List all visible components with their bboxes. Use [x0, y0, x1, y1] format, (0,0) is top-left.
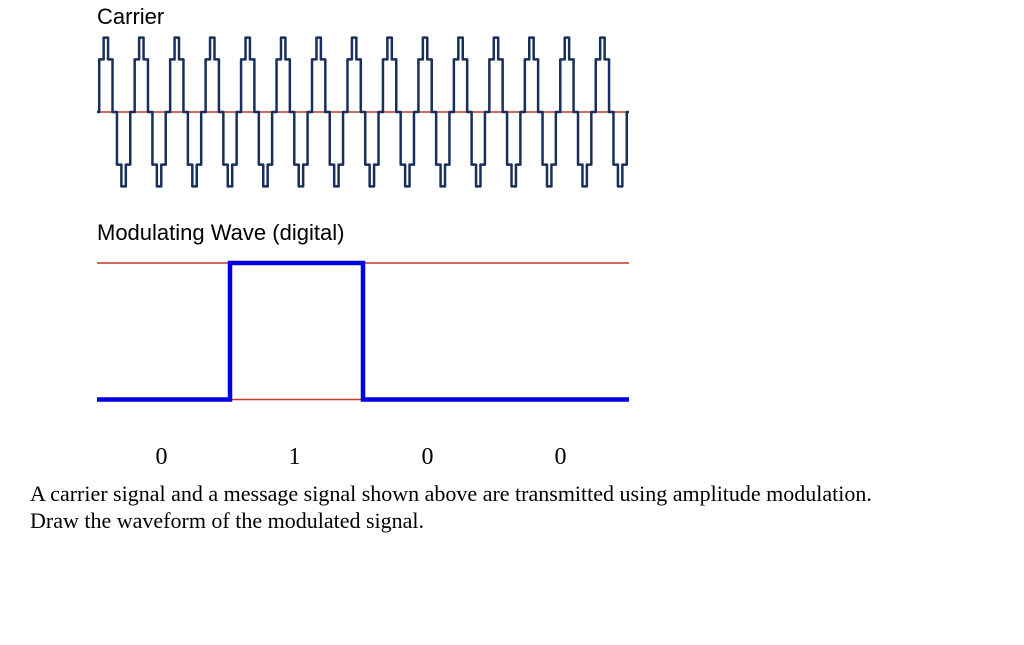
question-text: A carrier signal and a message signal sh… — [30, 480, 872, 534]
bit-label: 0 — [422, 444, 434, 471]
carrier-waveform — [97, 32, 629, 192]
bit-label: 0 — [156, 444, 168, 471]
bit-label: 1 — [289, 444, 301, 471]
page-root: Carrier Modulating Wave (digital) 0 1 0 0 A… — [0, 0, 1024, 645]
carrier-label: Carrier — [97, 4, 164, 30]
modulating-waveform — [97, 254, 629, 404]
modulating-label: Modulating Wave (digital) — [97, 220, 344, 246]
question-line-1: A carrier signal and a message signal sh… — [30, 480, 872, 507]
question-line-2: Draw the waveform of the modulated signa… — [30, 507, 872, 534]
bit-label: 0 — [555, 444, 567, 471]
